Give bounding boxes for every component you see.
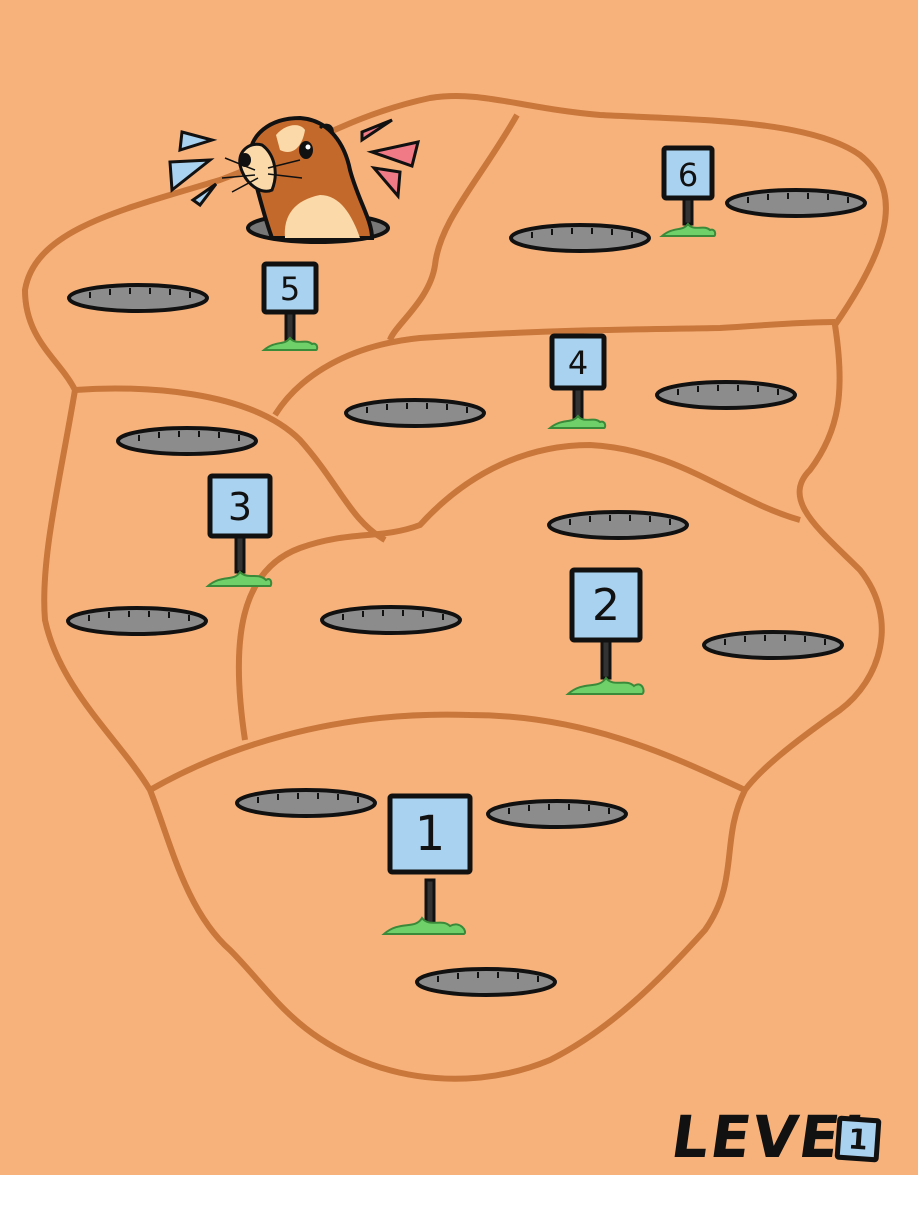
sign-4[interactable]: 4 xyxy=(547,333,607,429)
hole-texture xyxy=(88,193,849,982)
gopher[interactable] xyxy=(221,115,375,240)
level-number-badge: 1 xyxy=(834,1115,882,1163)
sign-6[interactable]: 6 xyxy=(659,145,717,237)
region-divider xyxy=(272,319,836,417)
hole[interactable] xyxy=(509,223,651,253)
hole[interactable] xyxy=(344,398,486,428)
hole[interactable] xyxy=(486,799,628,829)
gopher-nose xyxy=(239,153,251,167)
gopher-belly xyxy=(284,195,360,238)
sign-3[interactable]: 3 xyxy=(205,473,273,587)
game-board: 1 2 3 4 5 6 xyxy=(0,0,918,1175)
hole[interactable] xyxy=(415,967,557,997)
gopher-ear xyxy=(318,123,334,135)
region-divider xyxy=(235,441,801,741)
sign-label: 6 xyxy=(678,156,698,194)
hole[interactable] xyxy=(116,426,258,456)
gopher-eye-shine xyxy=(305,144,311,150)
hole[interactable] xyxy=(655,380,797,410)
sign-5[interactable]: 5 xyxy=(261,261,319,351)
hole[interactable] xyxy=(547,510,689,540)
map-outline xyxy=(22,93,889,1082)
sign-label: 3 xyxy=(228,485,252,529)
holes[interactable] xyxy=(66,188,867,997)
hole[interactable] xyxy=(66,606,208,636)
gopher-whiskers xyxy=(221,157,303,193)
alarm-marks xyxy=(168,118,421,208)
hole[interactable] xyxy=(702,630,844,660)
gopher-face-patch xyxy=(276,125,305,152)
sign-label: 2 xyxy=(592,580,620,631)
hole[interactable] xyxy=(725,188,867,218)
sign-2[interactable]: 2 xyxy=(565,567,645,695)
region-divider xyxy=(387,113,520,342)
bottom-margin xyxy=(0,1175,918,1224)
sign-label: 1 xyxy=(415,806,446,862)
burrow-map: 1 2 3 4 5 6 xyxy=(22,93,889,1082)
sign-label: 4 xyxy=(568,344,588,382)
hole[interactable] xyxy=(235,788,377,818)
hole[interactable] xyxy=(67,283,209,313)
region-divider xyxy=(74,385,387,543)
gopher-eye xyxy=(299,141,313,159)
region-divider xyxy=(148,711,747,793)
sign-label: 5 xyxy=(280,270,300,308)
hole[interactable] xyxy=(320,605,462,635)
sign-1[interactable]: 1 xyxy=(381,793,473,935)
